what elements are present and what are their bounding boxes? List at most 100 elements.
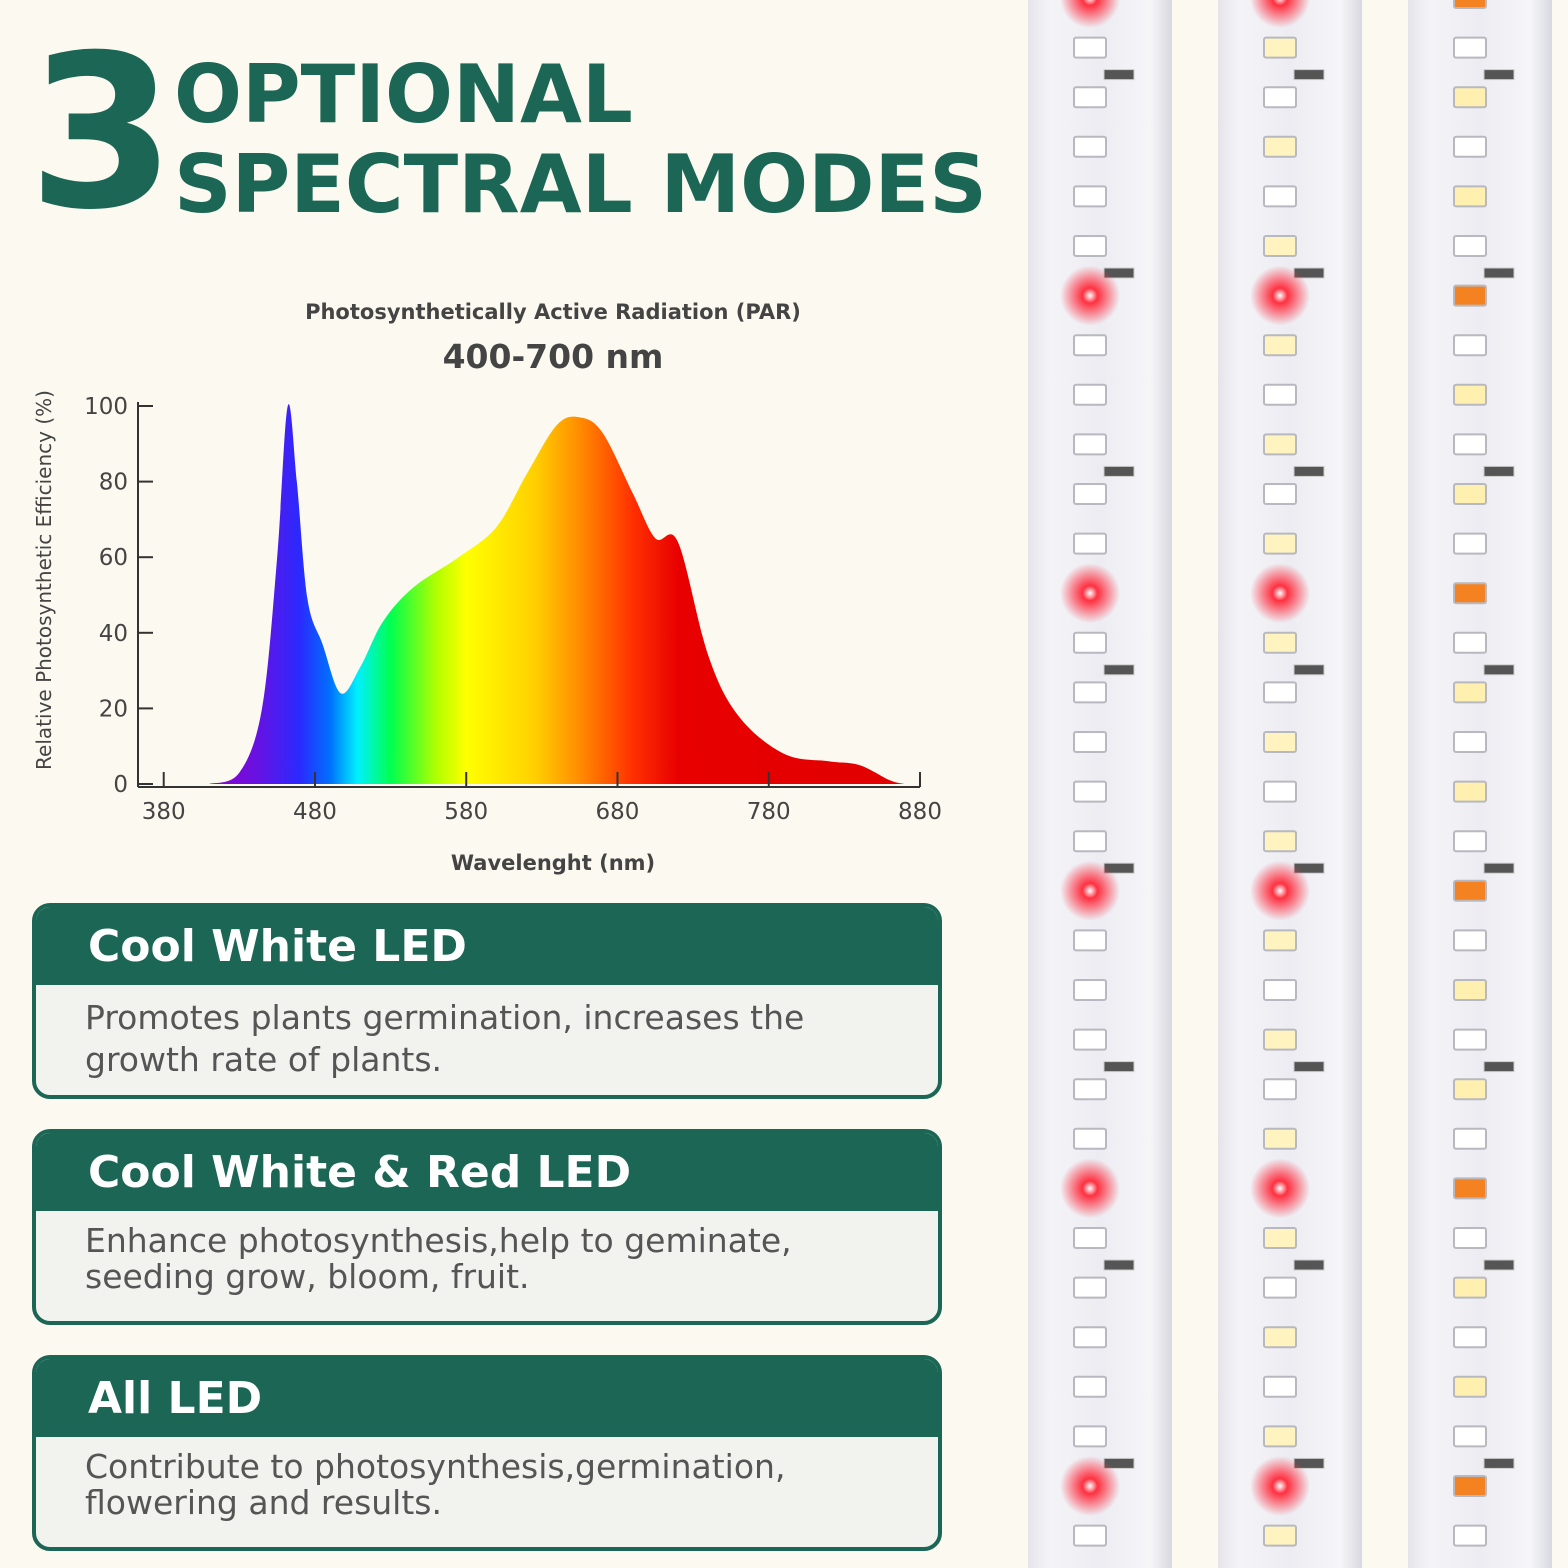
led-chip bbox=[1073, 1127, 1107, 1150]
led-chip bbox=[1073, 433, 1107, 456]
led-glow bbox=[1250, 1456, 1310, 1516]
led-chip bbox=[1263, 334, 1297, 357]
led-chip bbox=[1453, 929, 1487, 952]
led-chip bbox=[1453, 979, 1487, 1001]
led-glow bbox=[1060, 1158, 1120, 1219]
mode-title: Cool White LED bbox=[36, 907, 938, 985]
x-tick-label: 780 bbox=[747, 799, 791, 825]
description-line: Enhance photosynthesis,help to geminate, bbox=[85, 1221, 792, 1260]
led-chip bbox=[1453, 1028, 1487, 1051]
led-chip bbox=[1073, 235, 1107, 257]
led-chip bbox=[1263, 1227, 1297, 1249]
x-tick-label: 680 bbox=[596, 799, 640, 825]
led-chip bbox=[1073, 483, 1107, 505]
mode-card: Cool White & Red LED Enhance photosynthes… bbox=[32, 1129, 942, 1325]
headline: OPTIONAL bbox=[174, 48, 633, 141]
led-chip bbox=[1263, 1078, 1297, 1101]
resistor bbox=[1103, 664, 1135, 676]
resistor bbox=[1483, 465, 1515, 477]
led-chip bbox=[1263, 185, 1297, 208]
led-chip bbox=[1263, 1524, 1297, 1547]
led-chip bbox=[1453, 830, 1487, 853]
led-chip bbox=[1453, 483, 1487, 505]
led-chip bbox=[1263, 36, 1297, 59]
led-chip bbox=[1073, 681, 1107, 704]
y-axis-label: Relative Photosynthetic Efficiency (%) bbox=[32, 390, 56, 770]
led-chip bbox=[1453, 1524, 1487, 1547]
led-glow bbox=[1250, 563, 1310, 624]
led-chip bbox=[1073, 383, 1107, 406]
resistor bbox=[1103, 69, 1135, 81]
description-line: Contribute to photosynthesis,germination… bbox=[85, 1447, 786, 1486]
resistor bbox=[1103, 1259, 1135, 1271]
chart-title: Photosynthetically Active Radiation (PAR… bbox=[305, 300, 801, 324]
resistor bbox=[1293, 1259, 1325, 1271]
resistor bbox=[1103, 1061, 1135, 1073]
chart: 0 20 40 60 80 100 380 480 580 680 780 880 bbox=[84, 394, 942, 825]
led-chip bbox=[1073, 1425, 1107, 1448]
led-chip bbox=[1263, 1326, 1297, 1349]
led-chip bbox=[1073, 334, 1107, 357]
led-chip bbox=[1263, 1375, 1297, 1398]
led-chip bbox=[1453, 433, 1487, 456]
mode-description: Enhance photosynthesis,help to geminate,… bbox=[36, 1211, 938, 1295]
led-chip bbox=[1263, 780, 1297, 803]
resistor bbox=[1293, 465, 1325, 477]
led-chip bbox=[1453, 1177, 1487, 1200]
led-chip bbox=[1263, 135, 1297, 158]
mode-description: Contribute to photosynthesis,germination… bbox=[36, 1437, 938, 1521]
mode-card: Cool White LED Promotes plants germinatio… bbox=[32, 903, 942, 1099]
resistor bbox=[1483, 267, 1515, 279]
led-chip bbox=[1453, 681, 1487, 704]
led-chip bbox=[1263, 681, 1297, 704]
led-chip bbox=[1073, 532, 1107, 555]
y-tick-label: 20 bbox=[99, 696, 128, 722]
led-chip bbox=[1263, 731, 1297, 753]
led-chip bbox=[1453, 780, 1487, 803]
led-chip bbox=[1073, 1276, 1107, 1299]
led-glow bbox=[1250, 1158, 1310, 1219]
resistor bbox=[1483, 69, 1515, 81]
led-chip bbox=[1453, 879, 1487, 902]
led-chip bbox=[1263, 1425, 1297, 1448]
mode-card: All LED Contribute to photosynthesis,germ… bbox=[32, 1355, 942, 1551]
led-chip bbox=[1453, 0, 1487, 9]
led-glow bbox=[1060, 0, 1120, 28]
led-chip bbox=[1263, 631, 1297, 654]
led-strips bbox=[1028, 0, 1552, 1568]
led-chip bbox=[1073, 830, 1107, 853]
led-chip bbox=[1073, 185, 1107, 208]
x-tick-label: 380 bbox=[142, 799, 186, 825]
led-chip bbox=[1263, 1127, 1297, 1150]
led-chip bbox=[1453, 1375, 1487, 1398]
resistor bbox=[1293, 1061, 1325, 1073]
led-chip bbox=[1263, 483, 1297, 505]
resistor bbox=[1483, 664, 1515, 676]
led-chip bbox=[1073, 135, 1107, 158]
description-line: growth rate of plants. bbox=[85, 1040, 443, 1079]
led-chip bbox=[1453, 582, 1487, 605]
led-chip bbox=[1263, 830, 1297, 853]
led-glow bbox=[1060, 563, 1120, 624]
resistor bbox=[1293, 664, 1325, 676]
led-glow bbox=[1250, 0, 1310, 28]
led-chip bbox=[1073, 36, 1107, 59]
x-tick-label: 480 bbox=[293, 799, 337, 825]
led-chip bbox=[1453, 1227, 1487, 1249]
y-tick-label: 100 bbox=[84, 394, 128, 420]
big-number: 3 bbox=[28, 9, 176, 256]
spectrum-area bbox=[209, 404, 905, 784]
resistor bbox=[1483, 1061, 1515, 1073]
description-line: seeding grow, bloom, fruit. bbox=[85, 1257, 530, 1296]
y-tick-label: 60 bbox=[99, 545, 128, 571]
led-chip bbox=[1073, 1375, 1107, 1398]
led-chip bbox=[1453, 1078, 1487, 1101]
led-chip bbox=[1453, 1425, 1487, 1448]
led-chip bbox=[1453, 383, 1487, 406]
led-chip bbox=[1073, 979, 1107, 1001]
led-chip bbox=[1453, 185, 1487, 208]
led-glow bbox=[1250, 860, 1310, 921]
chart-subtitle: 400-700 nm bbox=[443, 337, 664, 376]
resistor bbox=[1103, 465, 1135, 477]
